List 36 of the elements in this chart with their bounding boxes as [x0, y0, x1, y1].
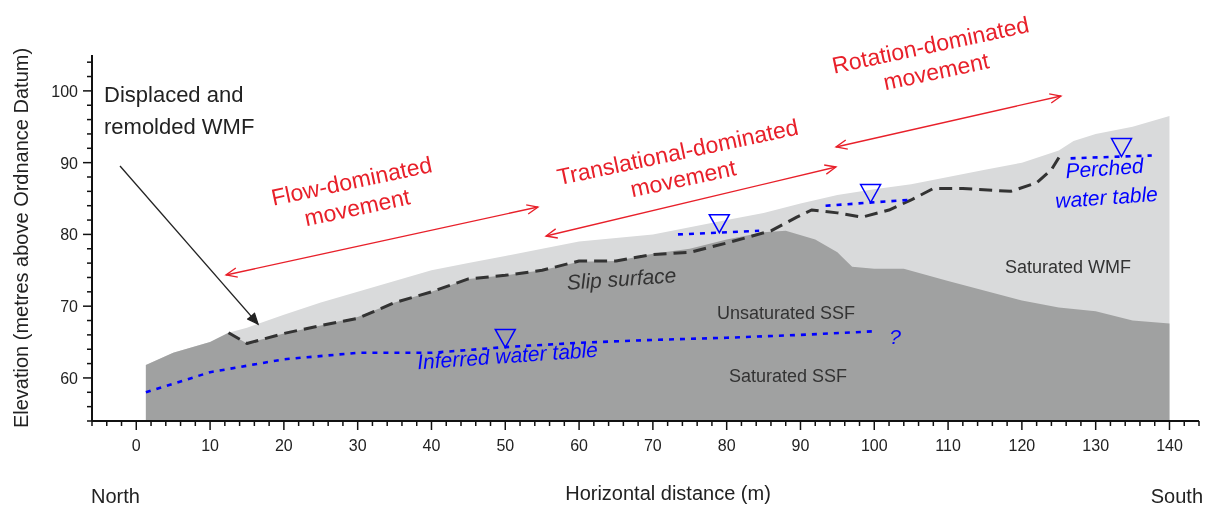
x-tick-label: 70 — [643, 437, 662, 454]
x-tick-label: 30 — [348, 437, 367, 454]
annotation: Perched water table — [1054, 153, 1159, 213]
point — [859, 183, 882, 204]
x-tick-label: 50 — [496, 437, 515, 454]
y-axis-title: Elevation (metres above Ordnance Datum) — [10, 47, 32, 429]
y-tick-label: 80 — [60, 226, 79, 244]
x-axis-title: Horizontal distance (m) — [565, 482, 771, 504]
x-tick-label: 120 — [1008, 437, 1036, 454]
text: South — [1150, 485, 1203, 507]
annotation: Unsaturated SSF — [716, 303, 856, 323]
x-tick-label: 130 — [1082, 437, 1110, 454]
annotation: Inferred water table — [416, 337, 599, 374]
x-tick-label: 40 — [422, 437, 441, 454]
annotation: ? — [889, 325, 902, 348]
x-tick-label: 100 — [860, 437, 888, 454]
x-tick-label: 20 — [274, 437, 293, 454]
x-tick-label: 60 — [570, 437, 589, 454]
y-tick-label: 60 — [60, 369, 79, 387]
x-tick-label: 80 — [717, 437, 736, 454]
x-tick-label: 110 — [935, 437, 961, 454]
y-tick-label: 100 — [51, 82, 79, 100]
annotation: Displaced and remolded WMF — [104, 82, 255, 139]
annotation: Saturated WMF — [1004, 257, 1132, 277]
x-tick-label: 90 — [791, 437, 810, 454]
annotation: Saturated SSF — [728, 366, 848, 386]
x-tick-label: 140 — [1156, 437, 1183, 454]
point — [1110, 137, 1133, 158]
x-tick-label: 10 — [201, 437, 220, 454]
point — [494, 328, 517, 349]
x-tick-label: 0 — [131, 437, 141, 454]
annotation: Slip surface — [565, 263, 677, 294]
point — [708, 213, 731, 234]
y-tick-label: 70 — [60, 298, 79, 316]
text: North — [91, 485, 140, 507]
y-tick-label: 90 — [60, 154, 79, 172]
